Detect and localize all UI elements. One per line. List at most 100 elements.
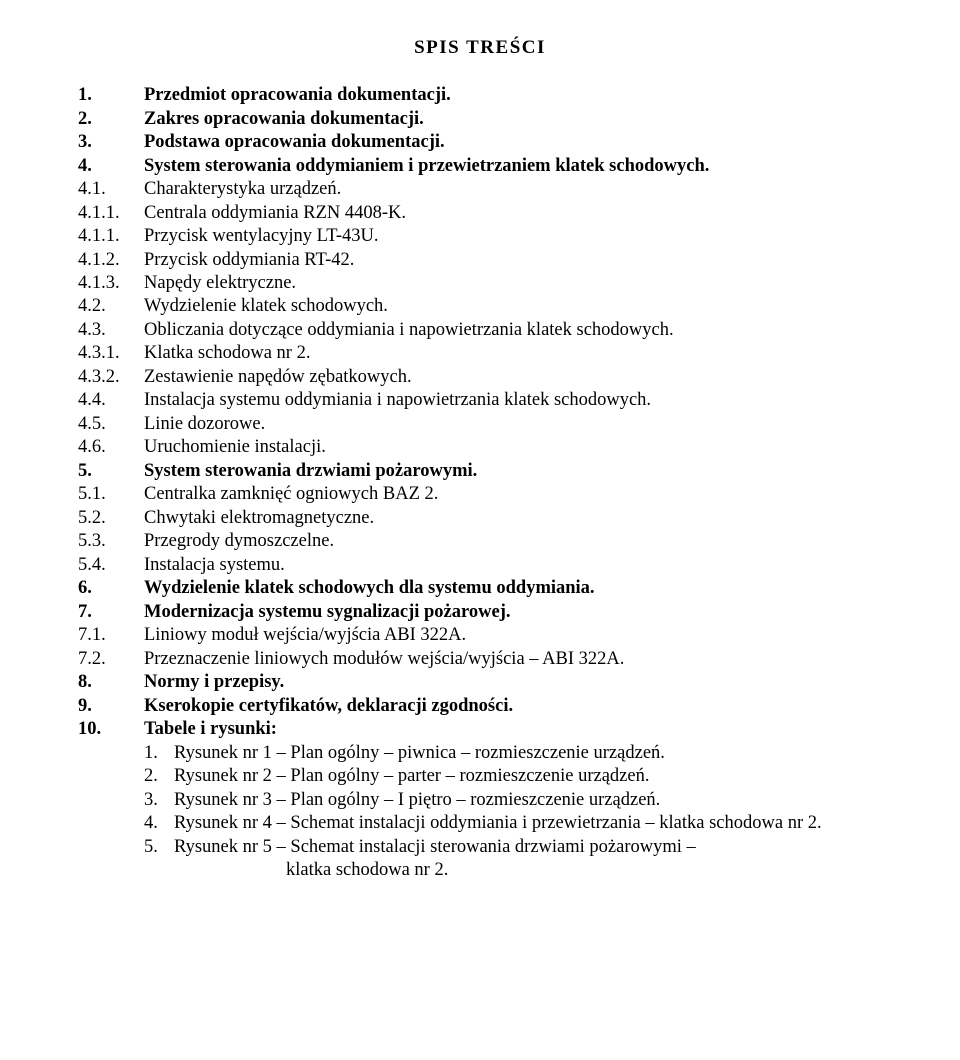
toc-label: Instalacja systemu oddymiania i napowiet… [144, 389, 882, 412]
toc-number: 2. [78, 108, 144, 131]
toc-label: Chwytaki elektromagnetyczne. [144, 507, 882, 530]
toc-label: Liniowy moduł wejścia/wyjścia ABI 322A. [144, 624, 882, 647]
toc-number: 4.4. [78, 389, 144, 412]
toc-label: Wydzielenie klatek schodowych dla system… [144, 577, 882, 600]
toc-number: 6. [78, 577, 144, 600]
toc-number: 4.3.1. [78, 342, 144, 365]
toc-number: 5.1. [78, 483, 144, 506]
toc-row: 4.1.2. Przycisk oddymiania RT-42. [78, 249, 882, 272]
list-item-number: 3. [144, 789, 174, 812]
toc-label: Centrala oddymiania RZN 4408-K. [144, 202, 882, 225]
toc-number: 8. [78, 671, 144, 694]
toc-number: 1. [78, 84, 144, 107]
figures-list-continuation-wrapper: klatka schodowa nr 2. [78, 859, 882, 882]
toc-row: 4.6.Uruchomienie instalacji. [78, 436, 882, 459]
toc-number: 4.1.1. [78, 225, 144, 248]
toc-row: 8.Normy i przepisy. [78, 671, 882, 694]
toc-number: 4.1.2. [78, 249, 144, 272]
toc-number: 5. [78, 460, 144, 483]
toc-row: 4.3.Obliczania dotyczące oddymiania i na… [78, 319, 882, 342]
list-item-label: Rysunek nr 2 – Plan ogólny – parter – ro… [174, 765, 882, 788]
toc-label: Kserokopie certyfikatów, deklaracji zgod… [144, 695, 882, 718]
list-item-spacer [174, 859, 286, 882]
toc-number: 4.3.2. [78, 366, 144, 389]
toc-row: 3.Podstawa opracowania dokumentacji. [78, 131, 882, 154]
toc-label: Linie dozorowe. [144, 413, 882, 436]
toc-row: 4.4.Instalacja systemu oddymiania i napo… [78, 389, 882, 412]
toc-row: 4.1.1. Przycisk wentylacyjny LT-43U. [78, 225, 882, 248]
toc-label: Przegrody dymoszczelne. [144, 530, 882, 553]
toc-label: Uruchomienie instalacji. [144, 436, 882, 459]
toc-label: Zakres opracowania dokumentacji. [144, 108, 882, 131]
toc-row: 4.1.1.Centrala oddymiania RZN 4408-K. [78, 202, 882, 225]
list-item-label: Rysunek nr 3 – Plan ogólny – I piętro – … [174, 789, 882, 812]
toc-number: 10. [78, 718, 144, 741]
toc-label: Przedmiot opracowania dokumentacji. [144, 84, 882, 107]
toc-row: 4.5.Linie dozorowe. [78, 413, 882, 436]
toc-number: 5.2. [78, 507, 144, 530]
toc-row: 4.3.1.Klatka schodowa nr 2. [78, 342, 882, 365]
toc-label: System sterowania drzwiami pożarowymi. [144, 460, 882, 483]
toc-label: Klatka schodowa nr 2. [144, 342, 882, 365]
toc-number: 4.3. [78, 319, 144, 342]
toc-number: 4.1.3. [78, 272, 144, 295]
toc-label: Wydzielenie klatek schodowych. [144, 295, 882, 318]
toc-number: 5.3. [78, 530, 144, 553]
list-item-number: 2. [144, 765, 174, 788]
list-item: 2.Rysunek nr 2 – Plan ogólny – parter – … [144, 765, 882, 788]
document-title: SPIS TREŚCI [78, 36, 882, 60]
toc-number: 4.1.1. [78, 202, 144, 225]
list-item-label: klatka schodowa nr 2. [286, 859, 882, 882]
toc-row: 5.3.Przegrody dymoszczelne. [78, 530, 882, 553]
toc-number: 9. [78, 695, 144, 718]
toc-label: Przeznaczenie liniowych modułów wejścia/… [144, 648, 882, 671]
toc-number: 4.2. [78, 295, 144, 318]
toc-row: 4.3.2.Zestawienie napędów zębatkowych. [78, 366, 882, 389]
toc-label: Przycisk oddymiania RT-42. [144, 249, 882, 272]
toc-row: 7.Modernizacja systemu sygnalizacji poża… [78, 601, 882, 624]
toc-label: Tabele i rysunki: [144, 718, 882, 741]
toc-number: 4.6. [78, 436, 144, 459]
figures-list: 1.Rysunek nr 1 – Plan ogólny – piwnica –… [78, 742, 882, 859]
toc-row: 6.Wydzielenie klatek schodowych dla syst… [78, 577, 882, 600]
toc-label: Napędy elektryczne. [144, 272, 882, 295]
toc-row: 7.1.Liniowy moduł wejścia/wyjścia ABI 32… [78, 624, 882, 647]
table-of-contents: 1.Przedmiot opracowania dokumentacji.2.Z… [78, 84, 882, 742]
list-item: 5.Rysunek nr 5 – Schemat instalacji ster… [144, 836, 882, 859]
toc-row: 5.1.Centralka zamknięć ogniowych BAZ 2. [78, 483, 882, 506]
toc-row: 2.Zakres opracowania dokumentacji. [78, 108, 882, 131]
toc-label: Instalacja systemu. [144, 554, 882, 577]
toc-row: 5.2.Chwytaki elektromagnetyczne. [78, 507, 882, 530]
toc-number: 4.1. [78, 178, 144, 201]
toc-label: Centralka zamknięć ogniowych BAZ 2. [144, 483, 882, 506]
toc-row: 4.1.3.Napędy elektryczne. [78, 272, 882, 295]
list-item-number: 5. [144, 836, 174, 859]
list-item-label: Rysunek nr 5 – Schemat instalacji sterow… [174, 836, 882, 859]
list-item-number [144, 859, 174, 882]
list-item-label: Rysunek nr 4 – Schemat instalacji oddymi… [174, 812, 882, 835]
toc-row: 5.System sterowania drzwiami pożarowymi. [78, 460, 882, 483]
list-item-number: 4. [144, 812, 174, 835]
list-item-number: 1. [144, 742, 174, 765]
toc-row: 5.4.Instalacja systemu. [78, 554, 882, 577]
list-item: 3.Rysunek nr 3 – Plan ogólny – I piętro … [144, 789, 882, 812]
toc-row: 4.System sterowania oddymianiem i przewi… [78, 155, 882, 178]
toc-number: 4.5. [78, 413, 144, 436]
toc-number: 3. [78, 131, 144, 154]
toc-label: Normy i przepisy. [144, 671, 882, 694]
toc-row: 4.1.Charakterystyka urządzeń. [78, 178, 882, 201]
list-item: 1.Rysunek nr 1 – Plan ogólny – piwnica –… [144, 742, 882, 765]
list-item-label: Rysunek nr 1 – Plan ogólny – piwnica – r… [174, 742, 882, 765]
toc-row: 10.Tabele i rysunki: [78, 718, 882, 741]
toc-label: Zestawienie napędów zębatkowych. [144, 366, 882, 389]
toc-label: Obliczania dotyczące oddymiania i napowi… [144, 319, 882, 342]
toc-number: 4. [78, 155, 144, 178]
toc-number: 5.4. [78, 554, 144, 577]
toc-number: 7. [78, 601, 144, 624]
toc-row: 7.2.Przeznaczenie liniowych modułów wejś… [78, 648, 882, 671]
toc-label: System sterowania oddymianiem i przewiet… [144, 155, 882, 178]
toc-row: 4.2.Wydzielenie klatek schodowych. [78, 295, 882, 318]
toc-label: Podstawa opracowania dokumentacji. [144, 131, 882, 154]
toc-number: 7.2. [78, 648, 144, 671]
toc-number: 7.1. [78, 624, 144, 647]
